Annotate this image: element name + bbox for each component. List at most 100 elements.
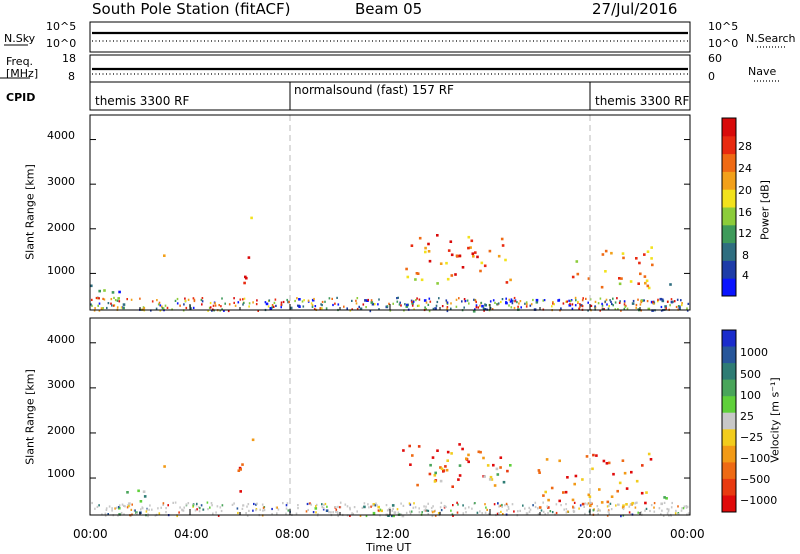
- velocity-ground-scatter-cell: [390, 514, 393, 518]
- power-ground-scatter-cell: [446, 302, 449, 305]
- power-ground-scatter-cell: [677, 305, 680, 308]
- power-colorbar-frame: [721, 117, 737, 297]
- power-ground-scatter-cell: [609, 299, 611, 302]
- power-ground-scatter-cell: [514, 300, 516, 303]
- freq-tick-high: 18: [62, 52, 76, 65]
- power-ground-scatter-cell: [369, 310, 372, 313]
- velocity-ground-scatter-cell: [529, 508, 532, 511]
- power-ground-scatter-cell: [237, 301, 240, 304]
- power-ground-scatter-cell: [518, 302, 520, 305]
- power-ground-scatter-cell: [185, 306, 188, 310]
- velocity-ground-scatter-cell: [432, 505, 434, 508]
- power-ground-scatter-cell: [626, 307, 629, 310]
- velocity-ground-scatter-cell: [409, 510, 411, 513]
- power-ground-scatter-cell: [159, 309, 162, 312]
- power-ground-scatter-cell: [604, 300, 607, 303]
- velocity-ground-scatter-cell: [649, 509, 651, 513]
- power-ground-scatter-cell: [611, 302, 613, 306]
- velocity-ground-scatter-cell: [481, 512, 483, 515]
- velocity-ground-scatter-cell: [476, 511, 479, 514]
- power-echo-cell: [618, 277, 621, 280]
- velocity-ground-scatter-cell: [196, 508, 198, 511]
- power-ground-scatter-cell: [463, 306, 465, 309]
- velocity-echo-cell: [445, 468, 449, 472]
- power-ground-scatter-cell: [579, 303, 581, 306]
- power-ground-scatter-cell: [310, 302, 313, 305]
- power-ground-scatter-cell: [635, 303, 638, 307]
- power-ground-scatter-cell: [184, 299, 187, 302]
- velocity-echo-cell: [434, 471, 437, 475]
- velocity-ground-scatter-cell: [231, 503, 234, 506]
- velocity-ground-scatter-cell: [519, 509, 521, 512]
- power-echo-cell: [450, 274, 454, 277]
- velocity-ground-scatter-cell: [130, 514, 132, 517]
- velocity-ground-scatter-cell: [468, 506, 470, 509]
- power-ground-scatter-cell: [91, 304, 93, 307]
- velocity-echo-cell: [641, 464, 644, 467]
- power-ground-scatter-cell: [378, 298, 380, 301]
- power-ground-scatter-cell: [599, 309, 601, 312]
- velocity-echo-cell: [625, 503, 628, 506]
- velocity-ground-scatter-cell: [114, 507, 116, 510]
- velocity-cbar-tick: 25: [740, 410, 754, 423]
- power-ground-scatter-cell: [479, 304, 481, 307]
- velocity-ground-scatter-cell: [681, 507, 683, 510]
- velocity-ground-scatter-cell: [456, 511, 459, 514]
- velocity-ground-scatter-cell: [560, 504, 562, 507]
- velocity-ground-scatter-cell: [597, 508, 600, 511]
- velocity-ground-scatter-cell: [671, 501, 673, 505]
- velocity-ground-scatter-cell: [307, 502, 310, 505]
- velocity-ground-scatter-cell: [374, 504, 377, 507]
- power-ground-scatter-cell: [184, 297, 186, 300]
- power-ground-scatter-cell: [450, 307, 452, 310]
- power-ground-scatter-cell: [660, 305, 663, 309]
- velocity-echo-cell: [479, 450, 482, 454]
- power-ground-scatter-cell: [491, 308, 494, 311]
- power-ground-scatter-cell: [176, 297, 179, 301]
- velocity-echo-cell: [618, 481, 622, 485]
- velocity-colorbar-segment: [722, 462, 736, 480]
- power-ground-scatter-cell: [466, 299, 469, 302]
- power-ground-scatter-cell: [529, 304, 532, 307]
- power-ground-scatter-cell: [275, 304, 277, 307]
- freq-label: Freq.: [6, 55, 34, 68]
- power-colorbar-segment: [722, 224, 736, 244]
- velocity-echo-cell: [644, 501, 647, 505]
- power-ground-scatter-cell: [98, 309, 101, 312]
- velocity-echo-cell: [325, 509, 329, 512]
- power-echo-cell: [661, 299, 665, 303]
- power-ground-scatter-cell: [158, 301, 161, 304]
- power-ground-scatter-cell: [455, 305, 458, 308]
- cpid-segment-label: normalsound (fast) 157 RF: [294, 83, 454, 97]
- power-ground-scatter-cell: [542, 299, 544, 302]
- power-ground-scatter-cell: [494, 301, 496, 304]
- power-ground-scatter-cell: [429, 300, 432, 303]
- power-ground-scatter-cell: [273, 301, 276, 304]
- velocity-ytick: 4000: [47, 333, 75, 346]
- power-ground-scatter-cell: [601, 304, 604, 307]
- velocity-ground-scatter-cell: [579, 504, 582, 507]
- power-ground-scatter-cell: [511, 302, 514, 305]
- power-echo-cell: [424, 250, 427, 254]
- velocity-ground-scatter-cell: [309, 502, 311, 505]
- power-ground-scatter-cell: [680, 299, 682, 302]
- velocity-ground-scatter-cell: [485, 506, 487, 509]
- power-ground-scatter-cell: [525, 301, 528, 304]
- velocity-ground-scatter-cell: [172, 501, 174, 504]
- power-echo-cell: [629, 280, 633, 283]
- velocity-ground-scatter-cell: [179, 506, 181, 509]
- freq-unit-label: [MHz]: [6, 67, 39, 80]
- velocity-echo-cell: [499, 466, 502, 469]
- velocity-echo-cell: [623, 471, 627, 475]
- velocity-ground-scatter-cell: [391, 509, 394, 512]
- velocity-echo-cell: [402, 449, 405, 452]
- x-tick-label: 04:00: [174, 527, 209, 541]
- velocity-ground-scatter-cell: [276, 506, 278, 509]
- velocity-ground-scatter-cell: [462, 512, 465, 515]
- power-ground-scatter-cell: [297, 304, 299, 307]
- velocity-ground-scatter-cell: [410, 510, 413, 513]
- power-echo-cell: [472, 255, 475, 258]
- velocity-ground-scatter-cell: [248, 509, 250, 512]
- power-ground-scatter-cell: [193, 298, 196, 301]
- velocity-ground-scatter-cell: [306, 502, 309, 506]
